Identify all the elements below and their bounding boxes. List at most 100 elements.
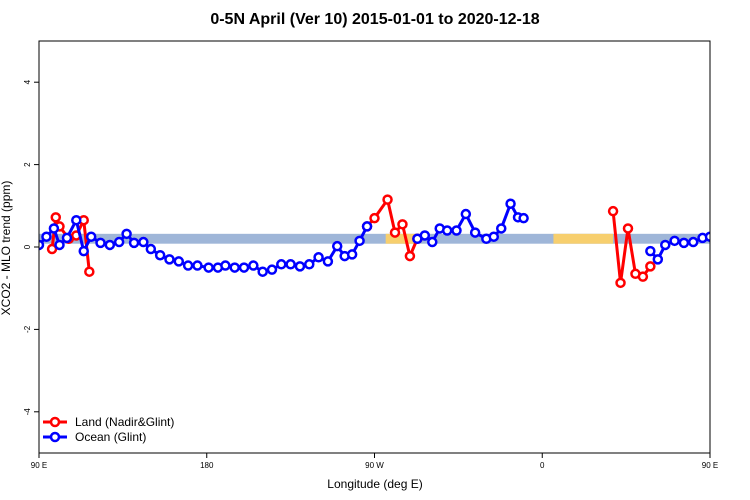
data-point-ocean	[678, 237, 690, 249]
legend-marker-ocean-point	[49, 431, 61, 443]
data-point-ocean	[54, 239, 65, 251]
legend-label-ocean: Ocean (Glint)	[75, 430, 146, 444]
data-point-land	[615, 277, 626, 289]
data-point-ocean	[738, 233, 746, 241]
data-point-ocean	[652, 254, 664, 265]
data-point-ocean	[505, 198, 516, 209]
data-point-ocean	[164, 254, 175, 265]
y-tick-label: -2	[23, 325, 32, 333]
data-point-ocean	[322, 256, 334, 267]
data-point-ocean	[48, 223, 60, 234]
x-tick-label: 180	[200, 461, 214, 470]
data-point-ocean	[266, 264, 278, 275]
data-point-ocean	[203, 262, 214, 273]
data-point-ocean	[460, 208, 472, 220]
data-point-land	[46, 243, 58, 255]
data-point-ocean	[248, 260, 259, 271]
data-point-land	[389, 227, 401, 238]
data-point-land	[743, 233, 750, 241]
data-point-ocean	[78, 245, 89, 257]
chart-title: 0-5N April (Ver 10) 2015-01-01 to 2020-1…	[210, 11, 539, 28]
data-point-ocean	[276, 259, 287, 270]
data-point-ocean	[518, 212, 529, 224]
data-point-ocean	[192, 260, 203, 271]
data-point-ocean	[304, 259, 315, 270]
data-point-ocean	[61, 232, 73, 244]
y-tick-label: 4	[23, 79, 32, 84]
data-point-land	[397, 219, 408, 230]
plot-frame	[38, 40, 711, 454]
data-point-land	[607, 205, 619, 217]
reference-band	[39, 233, 710, 244]
band-ocean	[39, 233, 710, 244]
data-point-ocean	[495, 223, 507, 234]
series-line-land	[365, 198, 419, 258]
data-point-ocean	[173, 256, 185, 267]
data-point-land	[622, 223, 634, 234]
data-point-ocean	[41, 231, 52, 242]
y-axis-label: XCO2 - MLO trend (ppm)	[0, 181, 13, 316]
data-point-ocean	[95, 237, 106, 249]
data-point-ocean	[451, 225, 462, 236]
data-point-ocean	[331, 240, 343, 252]
legend: Land (Nadir&Glint) Ocean (Glint)	[43, 415, 174, 444]
data-point-ocean	[138, 236, 149, 248]
x-tick-label: 0	[540, 461, 545, 470]
data-point-ocean	[354, 235, 365, 247]
data-point-ocean	[154, 249, 166, 261]
y-tick-label: 0	[23, 244, 32, 249]
data-point-land	[404, 250, 416, 262]
band-land	[553, 233, 614, 244]
data-point-land	[637, 271, 649, 282]
data-point-ocean	[346, 249, 358, 260]
data-point-ocean	[488, 231, 500, 242]
data-point-land	[645, 261, 656, 272]
data-point-ocean	[660, 239, 671, 251]
data-point-ocean	[713, 245, 721, 253]
data-point-land	[50, 212, 62, 223]
data-point-ocean	[257, 266, 268, 277]
data-point-ocean	[128, 237, 140, 249]
data-point-ocean	[85, 231, 97, 242]
data-point-ocean	[469, 227, 481, 238]
data-point-ocean	[294, 261, 306, 272]
y-tick-label: -4	[23, 408, 32, 416]
data-point-ocean	[361, 221, 373, 232]
data-point-land	[84, 266, 95, 277]
data-point-ocean	[71, 214, 82, 226]
data-point-ocean	[113, 236, 125, 248]
data-point-ocean	[441, 225, 453, 236]
x-axis-label: Longitude (deg E)	[327, 477, 422, 491]
data-point-ocean	[145, 243, 157, 255]
data-point-ocean	[285, 259, 296, 270]
x-tick-label: 90 W	[365, 461, 384, 470]
legend-label-land: Land (Nadir&Glint)	[75, 415, 174, 429]
data-point-ocean	[182, 260, 194, 271]
data-point-ocean	[669, 235, 680, 247]
data-point-ocean	[704, 231, 710, 242]
band-land	[385, 233, 418, 244]
data-point-ocean	[721, 247, 729, 255]
legend-marker-land-point	[49, 416, 61, 428]
data-point-ocean	[229, 262, 240, 273]
x-tick-label: 90 E	[31, 461, 47, 470]
data-point-ocean	[730, 245, 738, 253]
y-tick-label: 2	[23, 162, 32, 167]
data-point-ocean	[39, 239, 45, 251]
data-point-land	[382, 194, 393, 205]
data-point-ocean	[121, 228, 132, 240]
data-point-ocean	[104, 239, 116, 251]
data-point-ocean	[220, 260, 231, 271]
data-point-ocean	[427, 236, 438, 248]
series-layer	[39, 194, 750, 289]
data-point-land	[369, 212, 380, 224]
data-point-ocean	[313, 252, 324, 263]
x-axis: 90 E 180 90 W 0 90 E	[31, 453, 718, 470]
data-point-ocean	[238, 262, 250, 273]
data-point-ocean	[687, 236, 699, 248]
data-point-ocean	[419, 230, 431, 241]
data-point-ocean	[645, 245, 656, 257]
x-tick-label: 90 E	[702, 461, 718, 470]
y-axis: -4 -2 0 2 4	[23, 79, 39, 415]
